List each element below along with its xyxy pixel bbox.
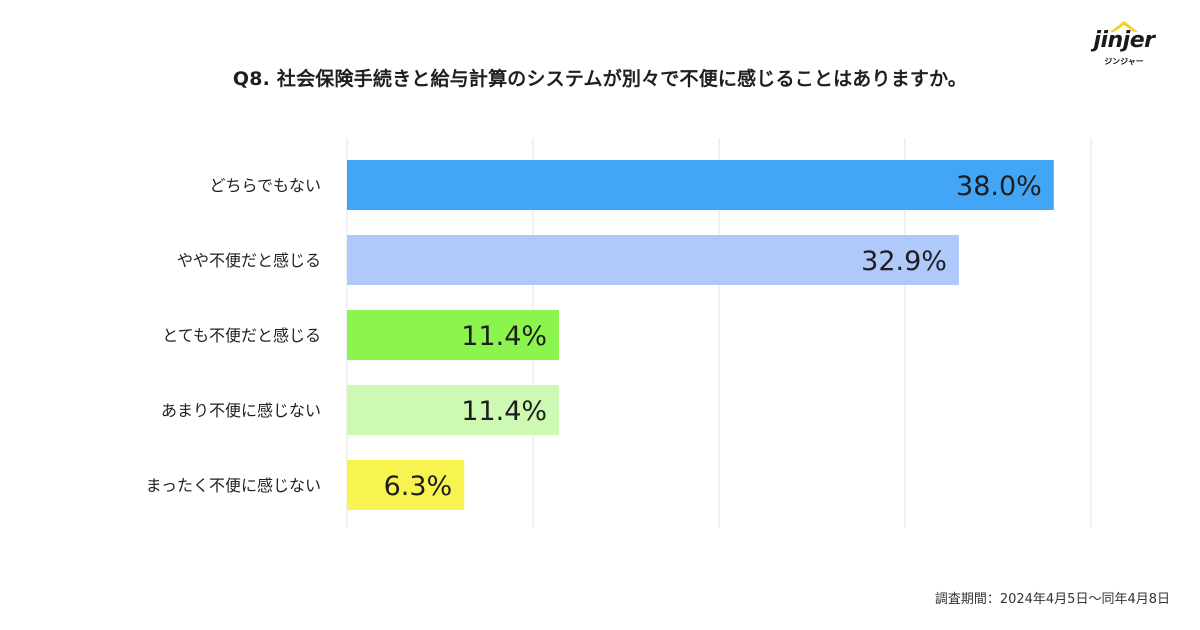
value-labels: 38.0% 32.9% 11.4% 11.4% 6.3% — [384, 171, 1042, 502]
house-roof-icon — [1110, 21, 1138, 32]
category-label: どちらでもない — [209, 176, 321, 195]
data-label: 32.9% — [861, 246, 947, 277]
chart-title: Q8. 社会保険手続きと給与計算のシステムが別々で不便に感じることはありますか。 — [232, 68, 968, 90]
category-label: まったく不便に感じない — [146, 476, 321, 495]
bars — [347, 160, 1054, 510]
logo-subtext: ジンジャー — [1104, 57, 1144, 66]
category-label: やや不便だと感じる — [177, 251, 321, 270]
bar — [347, 460, 465, 510]
logo-wordmark: jinjer — [1093, 28, 1155, 53]
survey-period-note: 調査期間：2024年4月5日〜同年4月8日 — [934, 592, 1170, 607]
bar — [347, 235, 959, 285]
bar — [347, 160, 1054, 210]
category-label: とても不便だと感じる — [162, 326, 321, 345]
bar — [347, 385, 560, 435]
category-label: あまり不便に感じない — [161, 401, 321, 420]
data-label: 11.4% — [461, 321, 547, 352]
data-label: 11.4% — [461, 396, 547, 427]
data-label: 38.0% — [956, 171, 1042, 202]
bar — [347, 310, 560, 360]
data-label: 6.3% — [384, 471, 453, 502]
jinjer-logo: jinjer ジンジャー — [1092, 18, 1156, 70]
category-labels: どちらでもないやや不便だと感じるとても不便だと感じるあまり不便に感じないまったく… — [146, 176, 321, 495]
